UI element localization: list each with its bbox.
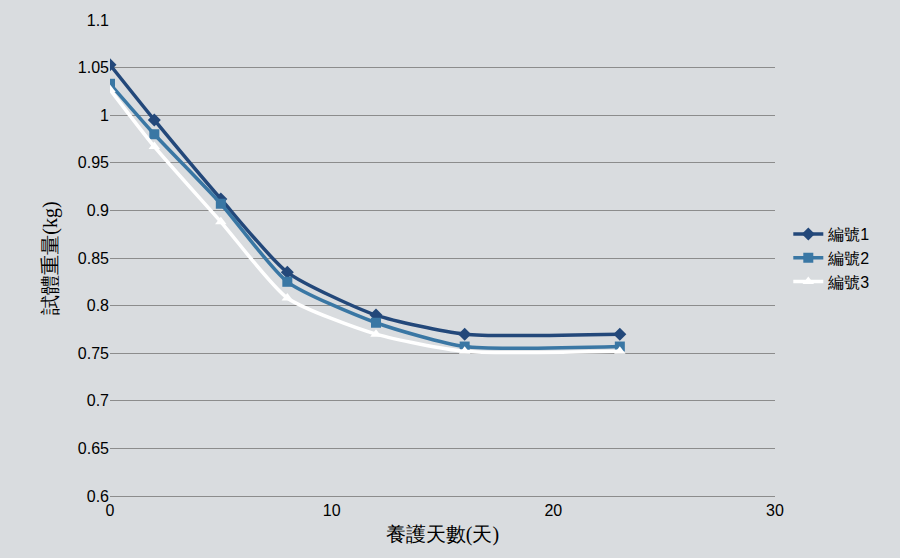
svg-text:0.65: 0.65 bbox=[78, 440, 109, 457]
svg-text:0.6: 0.6 bbox=[87, 488, 109, 505]
svg-text:10: 10 bbox=[323, 502, 341, 519]
svg-text:1.05: 1.05 bbox=[78, 59, 109, 76]
svg-text:編號3: 編號3 bbox=[827, 274, 869, 291]
svg-text:編號1: 編號1 bbox=[827, 226, 869, 243]
svg-text:1.1: 1.1 bbox=[87, 12, 109, 29]
svg-text:0.85: 0.85 bbox=[78, 250, 109, 267]
svg-text:1: 1 bbox=[100, 107, 109, 124]
svg-text:養護天數(天): 養護天數(天) bbox=[386, 523, 499, 546]
svg-text:20: 20 bbox=[544, 502, 562, 519]
svg-text:試體重量(kg): 試體重量(kg) bbox=[39, 201, 62, 314]
svg-text:0.9: 0.9 bbox=[87, 202, 109, 219]
svg-text:編號2: 編號2 bbox=[827, 250, 869, 267]
svg-text:0.75: 0.75 bbox=[78, 345, 109, 362]
svg-text:0: 0 bbox=[106, 502, 115, 519]
svg-text:0.95: 0.95 bbox=[78, 154, 109, 171]
svg-text:0.7: 0.7 bbox=[87, 392, 109, 409]
svg-text:0.8: 0.8 bbox=[87, 297, 109, 314]
svg-text:30: 30 bbox=[766, 502, 784, 519]
